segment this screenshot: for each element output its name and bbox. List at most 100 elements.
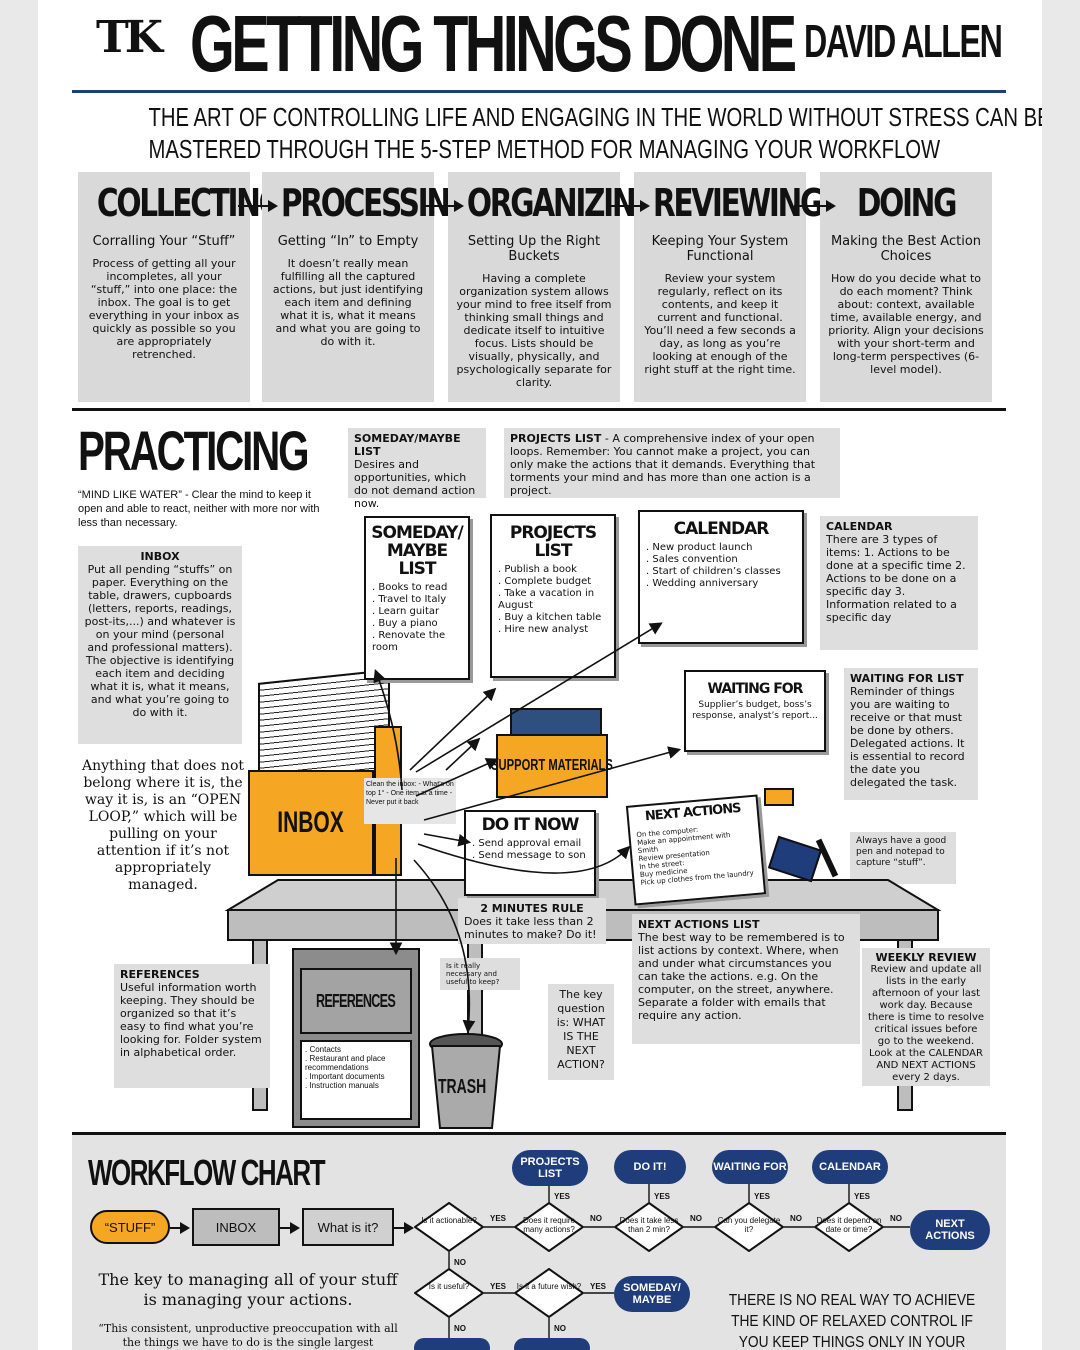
label-yes: YES bbox=[754, 1192, 771, 1201]
what-node: What is it? bbox=[302, 1208, 394, 1246]
decision-two-min: Does it take less than 2 min? bbox=[614, 1202, 684, 1252]
paper-title: CALENDAR bbox=[673, 519, 770, 539]
paper-title: PROJECTS LIST bbox=[509, 523, 597, 561]
outcome-calendar: CALENDAR bbox=[812, 1150, 888, 1184]
step-desc: How do you decide what to do each moment… bbox=[828, 272, 984, 376]
step-arrow bbox=[794, 200, 836, 212]
note-pen: Always have a good pen and notepad to ca… bbox=[850, 832, 956, 884]
decision-text: Can you delegate it? bbox=[717, 1216, 781, 1234]
note-waiting: WAITING FOR LIST Reminder of things you … bbox=[844, 668, 978, 800]
step-desc: It doesn’t really mean fulfilling all th… bbox=[272, 257, 424, 348]
note-title: NEXT ACTIONS LIST bbox=[638, 918, 760, 931]
decision-text: Is it useful? bbox=[428, 1282, 470, 1291]
note-calendar: CALENDAR There are 3 types of items: 1. … bbox=[820, 516, 978, 650]
step-doing: DOING Making the Best Action Choices How… bbox=[820, 172, 992, 402]
outcome-do-it: DO IT! bbox=[614, 1150, 686, 1184]
outcome-someday: SOMEDAY/ MAYBE bbox=[614, 1276, 690, 1312]
support-materials-box: SUPPORT MATERIALS bbox=[491, 734, 613, 798]
step-desc: Review your system regularly, reflect on… bbox=[644, 272, 796, 376]
outcome-bottom-2 bbox=[514, 1338, 590, 1350]
step-name: DOING bbox=[856, 181, 958, 225]
label-no: NO bbox=[890, 1214, 902, 1223]
header-rule bbox=[72, 90, 1006, 93]
decision-text: Does it take less than 2 min? bbox=[619, 1216, 679, 1234]
workflow-connectors bbox=[448, 1184, 910, 1338]
note-title: 2 MINUTES RULE bbox=[480, 902, 584, 915]
support-materials-contents bbox=[510, 708, 602, 736]
decision-future: Is it a future wish? bbox=[514, 1268, 584, 1318]
workflow-quote: “This consistent, unproductive preoccupa… bbox=[98, 1322, 398, 1349]
outcome-next-actions: NEXT ACTIONS bbox=[910, 1210, 990, 1250]
note-someday: SOMEDAY/MAYBE LIST Desires and opportuni… bbox=[348, 428, 486, 510]
label-yes: YES bbox=[590, 1282, 607, 1291]
mind-like-water: “MIND LIKE WATER” - Clear the mind to ke… bbox=[78, 489, 320, 529]
label-yes: YES bbox=[654, 1192, 671, 1201]
workflow-footer: THERE IS NO REAL WAY TO ACHIEVE THE KIND… bbox=[728, 1292, 976, 1350]
note-weekly: WEEKLY REVIEW Review and update all list… bbox=[862, 948, 990, 1086]
step-collecting: COLLECTING Corralling Your “Stuff” Proce… bbox=[78, 172, 283, 402]
decision-text: Does it depend on date or time? bbox=[816, 1216, 882, 1234]
note-title: SOMEDAY/MAYBE LIST bbox=[354, 432, 461, 458]
trash-can bbox=[429, 1033, 503, 1129]
label-no: NO bbox=[454, 1324, 466, 1333]
paper-title: SOMEDAY/ bbox=[371, 523, 463, 543]
step-name: ORGANIZING bbox=[466, 181, 659, 225]
paper-item: . Wedding anniversary bbox=[646, 578, 759, 589]
note-text: Useful information worth keeping. They s… bbox=[120, 981, 262, 1059]
step-name: COLLECTING bbox=[96, 181, 283, 225]
paper-item: . New product launch bbox=[646, 542, 753, 553]
step-sub: Corralling Your “Stuff” bbox=[92, 234, 236, 249]
cabinet-drawer-top: REFERENCES bbox=[300, 968, 412, 1034]
logo: TK bbox=[96, 12, 163, 63]
outcome-bottom-1 bbox=[414, 1338, 490, 1350]
cabinet-item: . Contacts bbox=[305, 1045, 342, 1054]
step-arrow bbox=[422, 200, 464, 212]
note-text: Review and update all lists in the early… bbox=[868, 964, 985, 1083]
note-keep: Is it really necessary and useful to kee… bbox=[440, 958, 520, 990]
decision-date: Does it depend on date or time? bbox=[814, 1202, 884, 1252]
paper-item: . Send approval email bbox=[472, 838, 582, 849]
decision-delegate: Can you delegate it? bbox=[714, 1202, 784, 1252]
step-reviewing: REVIEWING Keeping Your System Functional… bbox=[634, 172, 824, 402]
step-sub: Making the Best Action Choices bbox=[830, 234, 982, 264]
inbox-tray-label: INBOX bbox=[277, 806, 345, 839]
outcome-waiting: WAITING FOR bbox=[712, 1150, 788, 1184]
paper-title: DO IT NOW bbox=[481, 815, 580, 835]
paper-title: MAYBE LIST bbox=[386, 541, 448, 579]
paper-item: . Publish a book bbox=[498, 564, 577, 575]
label-no: NO bbox=[790, 1214, 802, 1223]
note-text: Reminder of things you are waiting to re… bbox=[850, 685, 965, 789]
paper-item: . Buy a piano bbox=[372, 618, 438, 629]
paper-calendar: CALENDAR . New product launch . Sales co… bbox=[638, 510, 804, 644]
paper-next-actions: NEXT ACTIONS On the computer: Make an ap… bbox=[625, 794, 767, 906]
inbox-tray: INBOX bbox=[248, 770, 374, 876]
inbox-node: INBOX bbox=[192, 1208, 280, 1246]
note-text: There are 3 types of items: 1. Actions t… bbox=[826, 533, 966, 624]
note-projects: PROJECTS LIST - A comprehensive index of… bbox=[504, 428, 840, 498]
cabinet-item: . Restaurant and place recommendations bbox=[305, 1054, 386, 1072]
workflow-key-text: The key to managing all of your stuff is… bbox=[98, 1270, 398, 1309]
trash-label: TRASH bbox=[438, 1076, 487, 1098]
label-no: NO bbox=[454, 1258, 466, 1267]
note-text: Does it take less than 2 minutes to make… bbox=[464, 915, 597, 941]
cabinet-drawer-bottom: . Contacts . Restaurant and place recomm… bbox=[300, 1040, 412, 1120]
label-no: NO bbox=[590, 1214, 602, 1223]
note-title: WEEKLY REVIEW bbox=[875, 951, 977, 964]
step-arrow bbox=[608, 200, 650, 212]
cabinet-label: REFERENCES bbox=[316, 990, 396, 1011]
decision-actionable: Is it actionable? bbox=[414, 1202, 484, 1252]
label-no: NO bbox=[690, 1214, 702, 1223]
step-processing: PROCESSING Getting “In” to Empty It does… bbox=[262, 172, 473, 402]
step-sub: Setting Up the Right Buckets bbox=[467, 234, 601, 264]
poster: TK GETTING THINGS DONE DAVID ALLEN THE A… bbox=[38, 0, 1042, 1350]
label-no: NO bbox=[554, 1324, 566, 1333]
decision-text: Is it a future wish? bbox=[516, 1282, 582, 1291]
step-sub: Getting “In” to Empty bbox=[277, 234, 419, 249]
label-yes: YES bbox=[490, 1214, 507, 1223]
step-name: PROCESSING bbox=[280, 181, 473, 225]
paper-item: . Start of children’s classes bbox=[646, 566, 781, 577]
note-two-minutes: 2 MINUTES RULE Does it take less than 2 … bbox=[458, 898, 606, 944]
paper-do-it-now: DO IT NOW . Send approval email . Send m… bbox=[464, 810, 596, 896]
open-loop-text: Anything that does not belong where it i… bbox=[81, 758, 245, 893]
note-title: WAITING FOR LIST bbox=[850, 672, 964, 685]
